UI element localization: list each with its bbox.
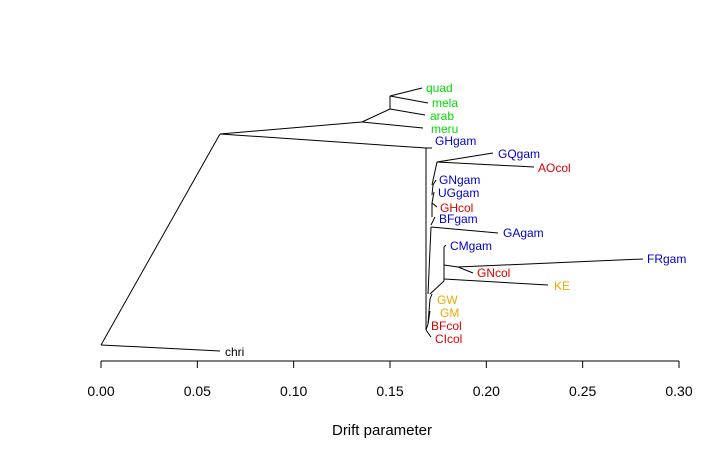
tip-label-aocol: AOcol xyxy=(538,161,571,175)
tip-label-ghcol: GHcol xyxy=(440,201,473,215)
tree-branch xyxy=(430,226,499,234)
tree-branch xyxy=(431,161,438,186)
tree-branch xyxy=(361,121,424,129)
tree-branch xyxy=(436,161,535,168)
tree-branch xyxy=(427,310,431,325)
tree-branch xyxy=(100,133,221,346)
tip-label-meru: meru xyxy=(431,122,458,136)
x-tick-label: 0.20 xyxy=(473,383,500,399)
x-tick-label: 0.15 xyxy=(376,383,403,399)
tree-branch xyxy=(457,258,644,268)
tree-branch xyxy=(361,108,391,123)
x-tick-label: 0.30 xyxy=(665,383,692,399)
tree-branch xyxy=(443,264,459,268)
x-tick-label: 0.00 xyxy=(87,383,114,399)
tip-label-gm: GM xyxy=(440,306,459,320)
tree-branch xyxy=(457,266,474,274)
tree-branch xyxy=(389,95,429,104)
tree-branch xyxy=(427,226,432,295)
tree-branch xyxy=(219,121,363,135)
tip-label-bfcol: BFcol xyxy=(431,319,462,333)
tree-branch xyxy=(425,329,432,338)
tip-label-gw: GW xyxy=(437,293,458,307)
tip-label-gqgam: GQgam xyxy=(498,147,540,161)
tree-branch xyxy=(431,191,435,204)
tip-label-arab: arab xyxy=(430,109,454,123)
tree-branch xyxy=(430,216,436,226)
tree-branch xyxy=(429,293,433,300)
tree-branch xyxy=(425,323,429,331)
tip-label-quad: quad xyxy=(426,81,453,95)
tree-branch xyxy=(432,179,437,186)
x-axis-title: Drift parameter xyxy=(332,422,432,439)
tree-branch xyxy=(429,280,445,295)
tip-label-uggam: UGgam xyxy=(438,186,479,200)
tree-branch xyxy=(436,152,494,163)
tree-branch xyxy=(443,244,447,248)
tip-label-gagam: GAgam xyxy=(503,226,544,240)
tip-label-frgam: FRgam xyxy=(647,252,686,266)
tip-label-ghgam: GHgam xyxy=(435,134,476,148)
tree-branch xyxy=(100,344,221,352)
tip-label-bfgam: BFgam xyxy=(439,212,478,226)
tree-branch xyxy=(389,87,423,97)
x-tick-label: 0.05 xyxy=(184,383,211,399)
tree-branch xyxy=(431,202,438,208)
x-tick-label: 0.25 xyxy=(569,383,596,399)
tip-label-cicol: CIcol xyxy=(435,332,462,346)
tip-label-mela: mela xyxy=(432,96,458,110)
tip-label-ke: KE xyxy=(554,279,570,293)
tree-branches xyxy=(100,87,644,352)
tip-label-gncol: GNcol xyxy=(477,266,510,280)
tree-branch xyxy=(389,108,426,116)
x-tick-label: 0.10 xyxy=(280,383,307,399)
tip-label-gngam: GNgam xyxy=(439,173,480,187)
tree-branch xyxy=(431,184,434,196)
tree-branch xyxy=(443,278,549,286)
x-axis: 0.00 0.05 0.10 0.15 0.20 0.25 0.30 xyxy=(87,360,693,399)
tree-branch xyxy=(219,133,427,149)
tip-label-chri: chri xyxy=(225,345,244,359)
tip-label-cmgam: CMgam xyxy=(450,239,492,253)
